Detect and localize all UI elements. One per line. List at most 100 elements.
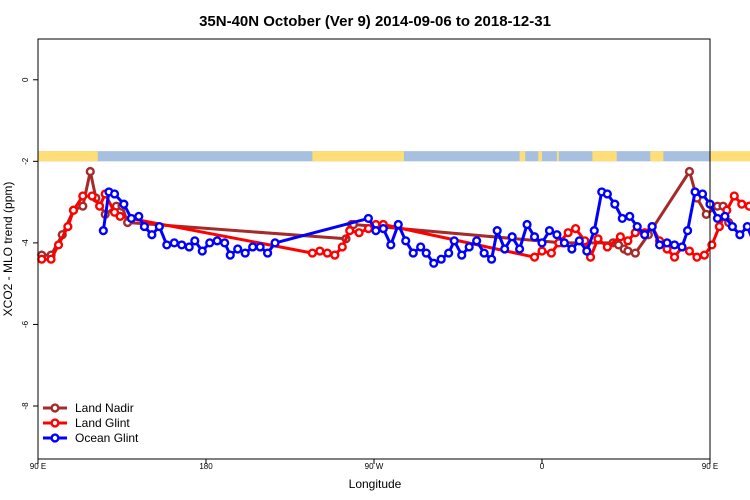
data-point	[492, 226, 502, 236]
data-point	[735, 230, 745, 240]
data-point	[315, 246, 325, 256]
data-point	[682, 226, 693, 236]
data-point	[615, 232, 626, 242]
y-tick-label: -2	[21, 157, 30, 165]
data-point	[205, 238, 215, 248]
data-point	[421, 248, 431, 258]
legend-marker	[50, 403, 60, 413]
data-point	[742, 221, 750, 232]
x-tick-label: 90 W	[365, 462, 384, 471]
data-point	[248, 242, 258, 252]
x-axis: 90 E 180 90 W 0 90 E	[30, 459, 718, 471]
data-point	[537, 238, 547, 248]
data-point	[567, 244, 577, 254]
data-point	[401, 236, 411, 246]
data-point	[169, 238, 179, 248]
data-point	[94, 201, 105, 211]
data-point	[623, 236, 633, 246]
data-point	[115, 211, 125, 221]
data-point	[744, 201, 750, 211]
x-axis-title: Longitude	[349, 477, 402, 491]
land-band-segment	[710, 151, 750, 162]
series-land-glint	[37, 189, 750, 264]
data-point	[444, 248, 454, 258]
data-point	[363, 224, 374, 234]
data-point	[623, 246, 633, 256]
data-point	[53, 240, 64, 250]
data-point	[582, 246, 592, 256]
data-point	[589, 226, 599, 236]
data-point	[429, 258, 439, 268]
data-point	[472, 236, 482, 246]
data-point	[220, 238, 230, 248]
data-point	[78, 191, 88, 201]
data-point	[255, 242, 265, 252]
legend-item: Land Glint	[43, 416, 130, 430]
data-point	[436, 254, 446, 264]
data-point	[529, 252, 540, 262]
data-point	[529, 232, 540, 242]
data-point	[669, 252, 680, 262]
data-point	[714, 221, 724, 232]
data-point	[602, 242, 612, 252]
data-point	[544, 226, 555, 236]
data-point	[126, 213, 136, 224]
data-point	[625, 211, 635, 221]
data-point	[139, 221, 150, 232]
legend-marker	[50, 433, 60, 443]
data-point	[662, 238, 672, 248]
land-band-segment	[519, 151, 526, 162]
x-tick-label: 90 E	[30, 462, 46, 471]
series-layer	[37, 166, 750, 268]
series-ocean-glint	[98, 187, 750, 268]
data-point	[690, 187, 700, 197]
data-point	[225, 250, 235, 260]
data-point	[563, 228, 573, 238]
data-point	[240, 248, 250, 258]
data-point	[63, 221, 73, 232]
data-point	[393, 219, 403, 230]
data-point	[68, 205, 79, 215]
data-point	[610, 199, 620, 209]
data-point	[697, 189, 708, 199]
data-point	[337, 242, 347, 252]
y-tick-label: -6	[21, 320, 30, 328]
legend-label: Ocean Glint	[75, 431, 139, 445]
data-point	[162, 240, 172, 250]
data-point	[87, 191, 97, 201]
legend-label: Land Nadir	[75, 401, 134, 415]
data-point	[190, 236, 200, 246]
data-point	[322, 248, 332, 258]
data-point	[574, 236, 584, 246]
legend-item: Land Nadir	[43, 401, 134, 415]
data-point	[345, 226, 355, 236]
data-point	[632, 221, 642, 232]
data-point	[684, 166, 695, 177]
data-point	[647, 221, 657, 232]
data-point	[570, 224, 581, 234]
data-point	[701, 209, 711, 219]
data-point	[487, 254, 497, 264]
x-tick-label: 0	[540, 462, 545, 471]
land-band-segment	[650, 151, 664, 162]
data-point	[416, 242, 426, 252]
data-point	[593, 234, 603, 244]
data-point	[585, 252, 596, 262]
data-point	[46, 254, 56, 264]
data-point	[727, 221, 738, 232]
data-point	[212, 236, 222, 246]
data-point	[363, 213, 374, 224]
data-point	[386, 240, 396, 250]
data-point	[464, 242, 474, 252]
data-point	[479, 248, 489, 258]
data-point	[457, 250, 467, 260]
data-point	[699, 250, 710, 260]
land-band-segment	[538, 151, 542, 162]
data-point	[640, 230, 650, 240]
y-axis: 0 -2 -4 -6 -8	[21, 77, 38, 410]
data-point	[507, 232, 517, 242]
data-point	[559, 238, 570, 248]
y-axis-title: XCO2 - MLO trend (ppm)	[1, 182, 15, 317]
data-point	[669, 240, 680, 250]
